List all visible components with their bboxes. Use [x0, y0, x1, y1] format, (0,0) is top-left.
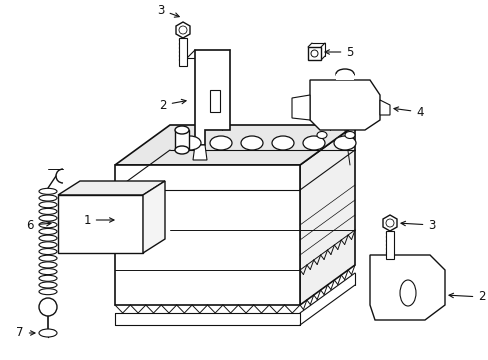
Ellipse shape — [333, 136, 355, 150]
Ellipse shape — [39, 215, 57, 221]
Bar — [335, 74, 353, 80]
Ellipse shape — [303, 136, 325, 150]
Text: 7: 7 — [16, 327, 35, 339]
Ellipse shape — [39, 222, 57, 228]
Text: 3: 3 — [400, 219, 435, 231]
Polygon shape — [299, 125, 354, 305]
Bar — [175, 130, 189, 150]
Ellipse shape — [39, 275, 57, 281]
Circle shape — [310, 50, 317, 57]
Ellipse shape — [39, 329, 57, 337]
Text: 3: 3 — [157, 4, 179, 17]
Ellipse shape — [179, 136, 201, 150]
Polygon shape — [115, 125, 354, 165]
Text: 4: 4 — [393, 105, 423, 118]
Circle shape — [385, 219, 393, 227]
Bar — [179, 38, 186, 66]
Bar — [385, 231, 393, 259]
Circle shape — [179, 26, 186, 34]
Text: 6: 6 — [26, 219, 51, 231]
Ellipse shape — [39, 229, 57, 234]
Text: 2: 2 — [448, 291, 485, 303]
Polygon shape — [309, 80, 379, 130]
Ellipse shape — [39, 208, 57, 215]
Ellipse shape — [39, 289, 57, 295]
Ellipse shape — [39, 255, 57, 261]
Ellipse shape — [39, 282, 57, 288]
Text: 2: 2 — [159, 99, 185, 112]
Ellipse shape — [39, 188, 57, 194]
Ellipse shape — [39, 235, 57, 241]
Circle shape — [39, 298, 57, 316]
Ellipse shape — [345, 131, 354, 139]
Ellipse shape — [39, 262, 57, 268]
Text: 5: 5 — [325, 45, 353, 59]
Ellipse shape — [335, 69, 353, 79]
Ellipse shape — [39, 242, 57, 248]
Polygon shape — [58, 181, 164, 195]
Polygon shape — [369, 255, 444, 320]
Polygon shape — [193, 145, 206, 160]
Polygon shape — [382, 215, 396, 231]
Ellipse shape — [39, 195, 57, 201]
Ellipse shape — [399, 280, 415, 306]
Ellipse shape — [209, 136, 231, 150]
Bar — [58, 195, 142, 253]
Text: 1: 1 — [83, 213, 114, 226]
Ellipse shape — [175, 126, 189, 134]
Ellipse shape — [175, 146, 189, 154]
Polygon shape — [142, 181, 164, 253]
Polygon shape — [379, 100, 389, 115]
Bar — [209, 90, 220, 112]
Ellipse shape — [39, 202, 57, 208]
Ellipse shape — [39, 248, 57, 255]
Ellipse shape — [271, 136, 293, 150]
Bar — [115, 165, 299, 305]
Ellipse shape — [39, 269, 57, 275]
Polygon shape — [291, 95, 309, 120]
Ellipse shape — [316, 131, 326, 139]
Polygon shape — [176, 22, 190, 38]
Ellipse shape — [241, 136, 263, 150]
Polygon shape — [195, 50, 229, 145]
Bar — [307, 47, 320, 60]
